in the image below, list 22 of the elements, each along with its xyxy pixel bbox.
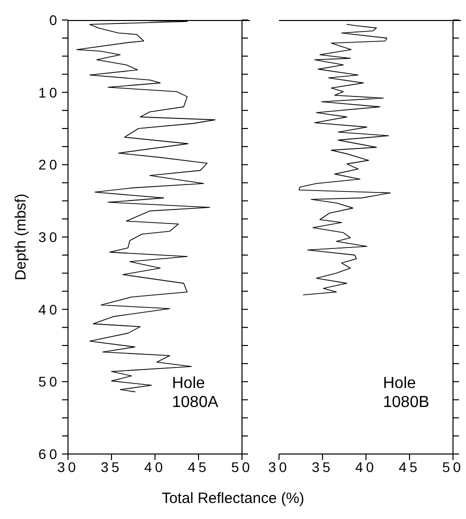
x-tick-label: 40 bbox=[355, 458, 377, 475]
x-tick-label: 30 bbox=[57, 458, 79, 475]
annotation: Hole 1080B bbox=[383, 374, 430, 412]
x-tick-label: 30 bbox=[268, 458, 290, 475]
y-tick-label: 40 bbox=[38, 301, 60, 318]
x-tick-label: 50 bbox=[442, 458, 464, 475]
y-tick-label: 30 bbox=[38, 228, 60, 245]
x-tick-label: 40 bbox=[144, 458, 166, 475]
x-tick-label: 50 bbox=[231, 458, 253, 475]
y-tick-label: 10 bbox=[38, 84, 60, 100]
x-tick-label: 35 bbox=[100, 458, 122, 475]
y-tick-label: 50 bbox=[38, 374, 60, 390]
x-axis-title: Total Reflectance (%) bbox=[160, 490, 306, 507]
y-tick-label: 60 bbox=[38, 446, 60, 462]
y-axis-title: Depth (mbsf) bbox=[12, 194, 30, 280]
annotation: Hole 1080A bbox=[172, 374, 220, 412]
y-tick-label: 20 bbox=[38, 156, 60, 173]
line-series bbox=[76, 20, 216, 392]
x-tick-label: 35 bbox=[312, 458, 334, 475]
x-tick-label: 45 bbox=[398, 458, 420, 475]
y-tick-label: 0 bbox=[49, 12, 60, 28]
x-tick-label: 45 bbox=[188, 458, 210, 475]
